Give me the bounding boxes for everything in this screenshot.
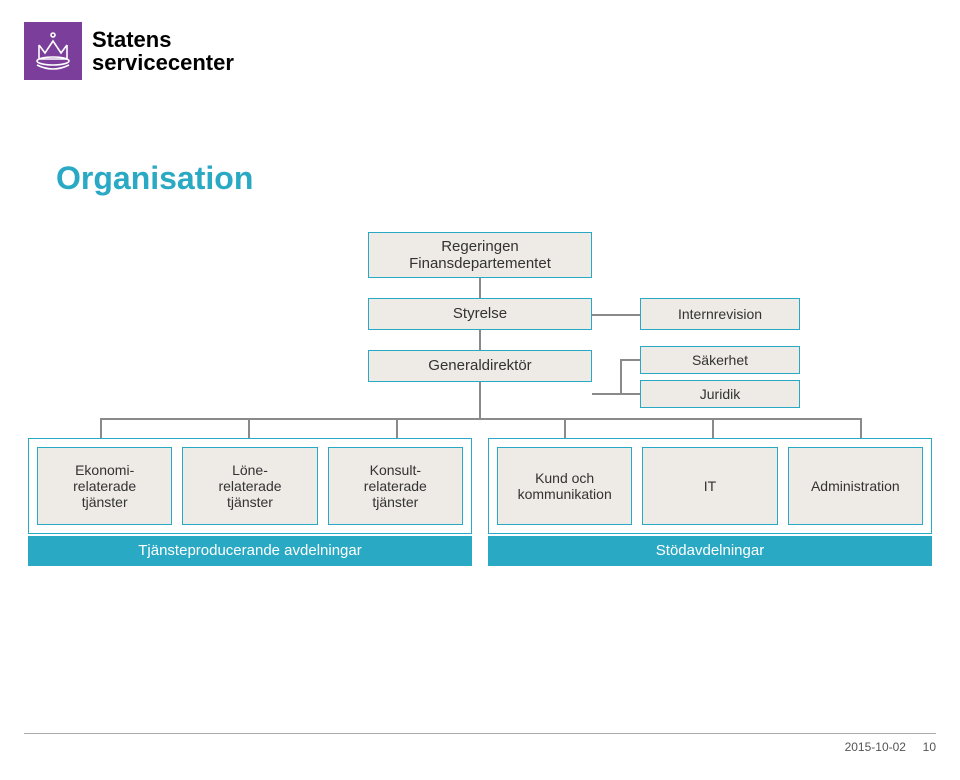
connector (396, 418, 398, 438)
box-top-line2: Finansdepartementet (409, 255, 551, 272)
logo-text: Statens servicecenter (92, 28, 234, 74)
connector (620, 359, 622, 394)
connector (564, 418, 566, 438)
footer-page: 10 (923, 740, 936, 754)
box-internrevision: Internrevision (640, 298, 800, 330)
page-title: Organisation (56, 160, 253, 197)
logo: Statens servicecenter (24, 22, 234, 80)
connector (248, 418, 250, 438)
group-label-support: Stödavdelningar (488, 536, 932, 566)
connector (620, 359, 640, 361)
box-juridik: Juridik (640, 380, 800, 408)
logo-line2: servicecenter (92, 50, 234, 75)
dept-kund: Kund ochkommunikation (497, 447, 632, 525)
group-label-producing: Tjänsteproducerande avdelningar (28, 536, 472, 566)
footer: 2015-10-02 10 (24, 733, 936, 754)
connector (479, 382, 481, 418)
box-generaldirektor: Generaldirektör (368, 350, 592, 382)
connector (100, 418, 860, 420)
connector (479, 330, 481, 350)
dept-lone: Löne-relateradetjänster (182, 447, 317, 525)
group-producing: Ekonomi-relateradetjänster Löne-relatera… (28, 438, 472, 534)
connector (712, 418, 714, 438)
footer-date: 2015-10-02 (845, 740, 906, 754)
connector (592, 393, 640, 395)
connector (592, 314, 640, 316)
dept-admin: Administration (788, 447, 923, 525)
logo-line1: Statens (92, 27, 171, 52)
box-sakerhet: Säkerhet (640, 346, 800, 374)
connector (860, 418, 862, 438)
connector (100, 418, 102, 438)
box-top-line1: Regeringen (441, 238, 519, 255)
box-styrelse: Styrelse (368, 298, 592, 330)
logo-mark (24, 22, 82, 80)
connector (479, 278, 481, 298)
dept-konsult: Konsult-relateradetjänster (328, 447, 463, 525)
group-support: Kund ochkommunikation IT Administration (488, 438, 932, 534)
departments: Ekonomi-relateradetjänster Löne-relatera… (28, 438, 932, 566)
box-regeringen: Regeringen Finansdepartementet (368, 232, 592, 278)
dept-ekonomi: Ekonomi-relateradetjänster (37, 447, 172, 525)
dept-it: IT (642, 447, 777, 525)
page: { "colors": { "accent_teal": "#2aa9c4", … (0, 0, 960, 780)
crown-icon (31, 29, 75, 73)
